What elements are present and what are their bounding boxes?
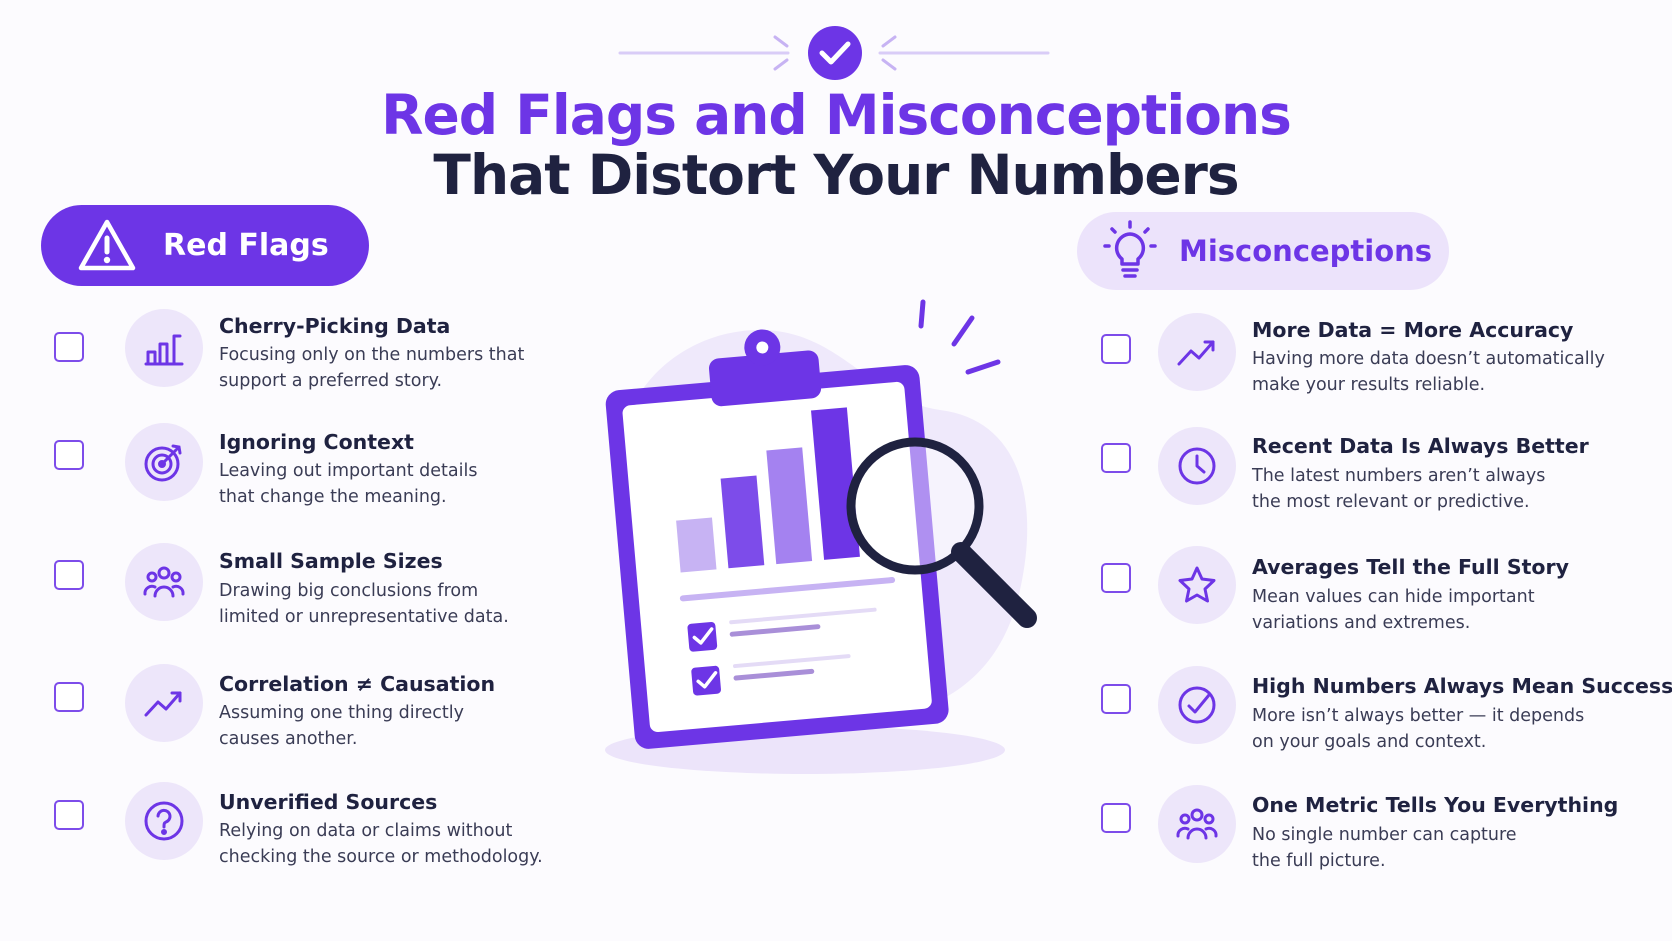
item-description: Leaving out important details that change…: [219, 461, 478, 507]
item-description: The latest numbers aren’t always the most…: [1252, 466, 1546, 512]
star-icon: [1158, 546, 1236, 624]
target-icon: [125, 423, 203, 501]
page-subtitle: That Distort Your Numbers: [433, 143, 1239, 207]
bar-chart-icon: [125, 309, 203, 387]
clock-icon: [1158, 427, 1236, 505]
checkbox[interactable]: [1101, 334, 1131, 364]
item-title: High Numbers Always Mean Success: [1252, 674, 1672, 698]
item-title: Averages Tell the Full Story: [1252, 555, 1569, 579]
checkbox[interactable]: [1101, 563, 1131, 593]
item-description: Mean values can hide important variations…: [1252, 587, 1535, 633]
item-description: Having more data doesn’t automatically ma…: [1252, 349, 1605, 395]
checkbox[interactable]: [54, 332, 84, 362]
checkbox[interactable]: [54, 560, 84, 590]
people-group-icon: [1158, 785, 1236, 863]
lightbulb-icon: [1103, 220, 1157, 278]
checkbox[interactable]: [54, 682, 84, 712]
item-title: Small Sample Sizes: [219, 549, 443, 573]
item-description: No single number can capture the full pic…: [1252, 825, 1517, 871]
item-title: Unverified Sources: [219, 790, 438, 814]
item-title: Ignoring Context: [219, 430, 414, 454]
misconceptions-header: Misconceptions: [1077, 212, 1449, 290]
item-title: Recent Data Is Always Better: [1252, 434, 1589, 458]
header-decoration: [618, 26, 1050, 80]
checkbox[interactable]: [54, 440, 84, 470]
misconceptions-label: Misconceptions: [1179, 234, 1433, 268]
question-circle-icon: [125, 782, 203, 860]
people-group-icon: [125, 543, 203, 621]
checkbox[interactable]: [1101, 443, 1131, 473]
item-description: Focusing only on the numbers that support…: [219, 345, 525, 391]
check-circle-icon: [808, 26, 862, 80]
item-description: Drawing big conclusions from limited or u…: [219, 581, 509, 627]
trend-up-icon: [125, 664, 203, 742]
item-title: Correlation ≠ Causation: [219, 672, 496, 696]
trend-up-icon: [1158, 313, 1236, 391]
checkbox[interactable]: [1101, 684, 1131, 714]
red-flags-header: Red Flags: [41, 205, 369, 286]
page-title: Red Flags and Misconceptions: [381, 83, 1292, 147]
item-title: More Data = More Accuracy: [1252, 318, 1574, 342]
item-description: Relying on data or claims without checkin…: [219, 821, 543, 867]
clipboard-chart-magnifier-icon: [605, 299, 1037, 774]
item-description: More isn’t always better — it depends on …: [1252, 706, 1585, 752]
item-description: Assuming one thing directly causes anothe…: [219, 703, 464, 749]
checkbox[interactable]: [1101, 803, 1131, 833]
checkbox[interactable]: [54, 800, 84, 830]
check-circle-icon: [1158, 666, 1236, 744]
item-title: Cherry-Picking Data: [219, 314, 451, 338]
item-title: One Metric Tells You Everything: [1252, 793, 1619, 817]
warning-triangle-icon: [78, 219, 136, 270]
red-flags-label: Red Flags: [163, 228, 329, 263]
